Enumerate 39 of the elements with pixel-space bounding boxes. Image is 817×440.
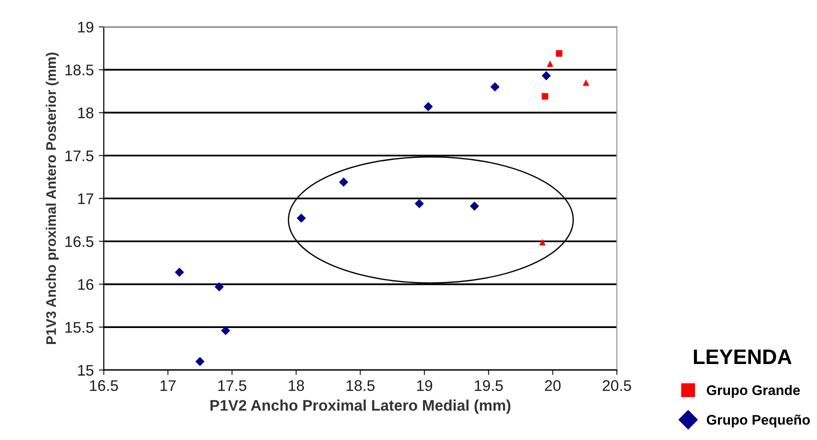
- x-tick-label: 20: [544, 380, 561, 391]
- point: [539, 238, 546, 246]
- x-tick-label: 18.5: [346, 380, 375, 391]
- y-tick-label: 18: [78, 108, 94, 118]
- point: [424, 102, 433, 112]
- x-axis-title: P1V2 Ancho Proximal Latero Medial (mm): [210, 400, 510, 414]
- y-tick-label: 15.5: [65, 322, 94, 333]
- point: [470, 202, 480, 211]
- point: [214, 282, 224, 292]
- point: [221, 326, 230, 336]
- y-tick-label: 15: [78, 365, 94, 376]
- legend-title: LEYENDA: [694, 350, 792, 364]
- point: [174, 268, 184, 277]
- legend-label: Grupo Grande: [706, 384, 800, 398]
- x-tick-label: 17: [160, 380, 176, 391]
- point: [556, 50, 562, 57]
- y-tick-label: 17.5: [65, 150, 94, 162]
- y-tick-label: 16: [78, 279, 94, 290]
- y-tick-label: 17: [78, 193, 94, 204]
- point: [296, 214, 306, 223]
- point: [195, 356, 205, 366]
- x-tick-label: 16.5: [90, 380, 118, 391]
- y-tick-label: 18.5: [65, 64, 94, 76]
- legend-label: Grupo Pequeño: [706, 414, 810, 428]
- x-tick-label: 19: [417, 380, 432, 391]
- point: [546, 60, 554, 67]
- point: [339, 178, 348, 187]
- y-tick-label: 16.5: [65, 236, 94, 248]
- x-tick-label: 17.5: [218, 380, 246, 391]
- x-tick-label: 20.5: [602, 380, 632, 391]
- point: [542, 93, 548, 100]
- x-tick-label: 18: [288, 380, 304, 391]
- x-tick-label: 19.5: [474, 380, 503, 391]
- y-tick-label: 19: [78, 22, 94, 33]
- y-axis-title: P1V3 Ancho proximal Antero Posterior (mm): [46, 52, 59, 344]
- point: [414, 198, 424, 208]
- point: [542, 71, 551, 80]
- point: [490, 82, 500, 92]
- point: [582, 79, 590, 86]
